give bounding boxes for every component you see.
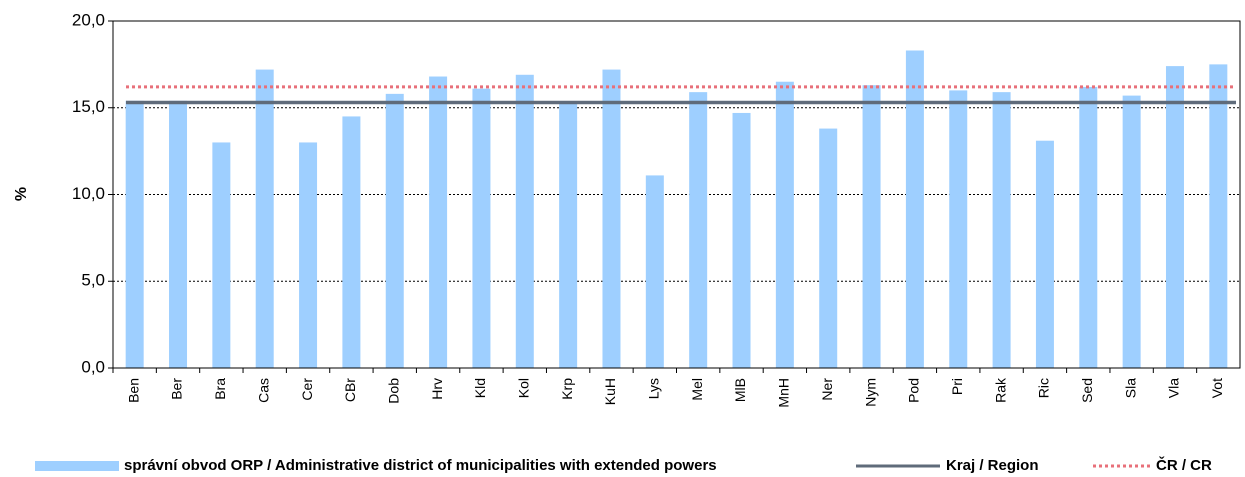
y-tick-label: 0,0	[81, 357, 105, 376]
legend-label: Kraj / Region	[946, 457, 1039, 474]
x-tick-label: Hrv	[429, 378, 445, 400]
bar	[602, 69, 621, 368]
legend-label: ČR / CR	[1156, 456, 1212, 474]
y-tick-label: 20,0	[72, 10, 105, 29]
bar	[559, 102, 578, 369]
bar	[1079, 86, 1098, 369]
x-tick-label: Mel	[689, 378, 705, 401]
x-tick-label: Kld	[472, 378, 488, 398]
x-tick-label: Bra	[212, 378, 228, 400]
x-tick-label: Lys	[646, 378, 662, 399]
bar	[515, 74, 534, 368]
y-tick-label: 10,0	[72, 184, 105, 203]
y-axis-label: %	[13, 187, 30, 201]
bar	[1122, 95, 1141, 368]
bar	[1165, 66, 1184, 369]
bar	[689, 92, 708, 368]
bar	[862, 85, 881, 368]
bar	[905, 50, 924, 369]
x-tick-label: Sed	[1079, 378, 1095, 403]
bar	[819, 128, 838, 368]
bar	[342, 116, 361, 368]
x-tick-label: Vot	[1209, 378, 1225, 398]
x-tick-label: Cas	[255, 378, 271, 403]
x-tick-label: Krp	[559, 378, 575, 400]
bar	[949, 90, 968, 369]
bar	[472, 88, 491, 368]
x-tick-label: MlB	[732, 378, 748, 402]
legend-label: správní obvod ORP / Administrative distr…	[124, 457, 717, 474]
bar	[255, 69, 274, 368]
x-tick-label: Vla	[1166, 378, 1182, 398]
bar	[732, 112, 751, 368]
x-tick-label: Pod	[906, 378, 922, 403]
bar	[429, 76, 448, 369]
bar	[125, 100, 144, 368]
bar	[169, 100, 188, 368]
bar	[775, 81, 794, 368]
x-tick-label: Rak	[992, 377, 1008, 403]
x-tick-label: Ner	[819, 378, 835, 401]
x-tick-label: Cer	[299, 378, 315, 401]
x-tick-label: Kol	[515, 378, 531, 398]
y-tick-label: 5,0	[81, 271, 105, 290]
x-tick-label: Ber	[169, 378, 185, 400]
bar	[385, 93, 404, 369]
x-tick-label: Ric	[1036, 378, 1052, 398]
plot-frame	[112, 20, 1241, 369]
x-tick-label: Nym	[862, 378, 878, 407]
y-tick-label: 15,0	[72, 97, 105, 116]
bar	[212, 142, 231, 368]
x-tick-label: CBr	[342, 378, 358, 402]
bar	[299, 142, 318, 368]
legend-swatch	[35, 461, 119, 471]
bar	[645, 175, 664, 368]
x-tick-label: Pri	[949, 378, 965, 395]
x-tick-label: Dob	[385, 378, 401, 404]
bar	[1035, 140, 1054, 368]
x-tick-label: MnH	[776, 378, 792, 408]
x-tick-label: Ben	[125, 378, 141, 403]
bar	[992, 92, 1011, 368]
x-tick-label: Sla	[1122, 378, 1138, 398]
bar	[1209, 64, 1228, 368]
x-tick-label: KuH	[602, 378, 618, 405]
